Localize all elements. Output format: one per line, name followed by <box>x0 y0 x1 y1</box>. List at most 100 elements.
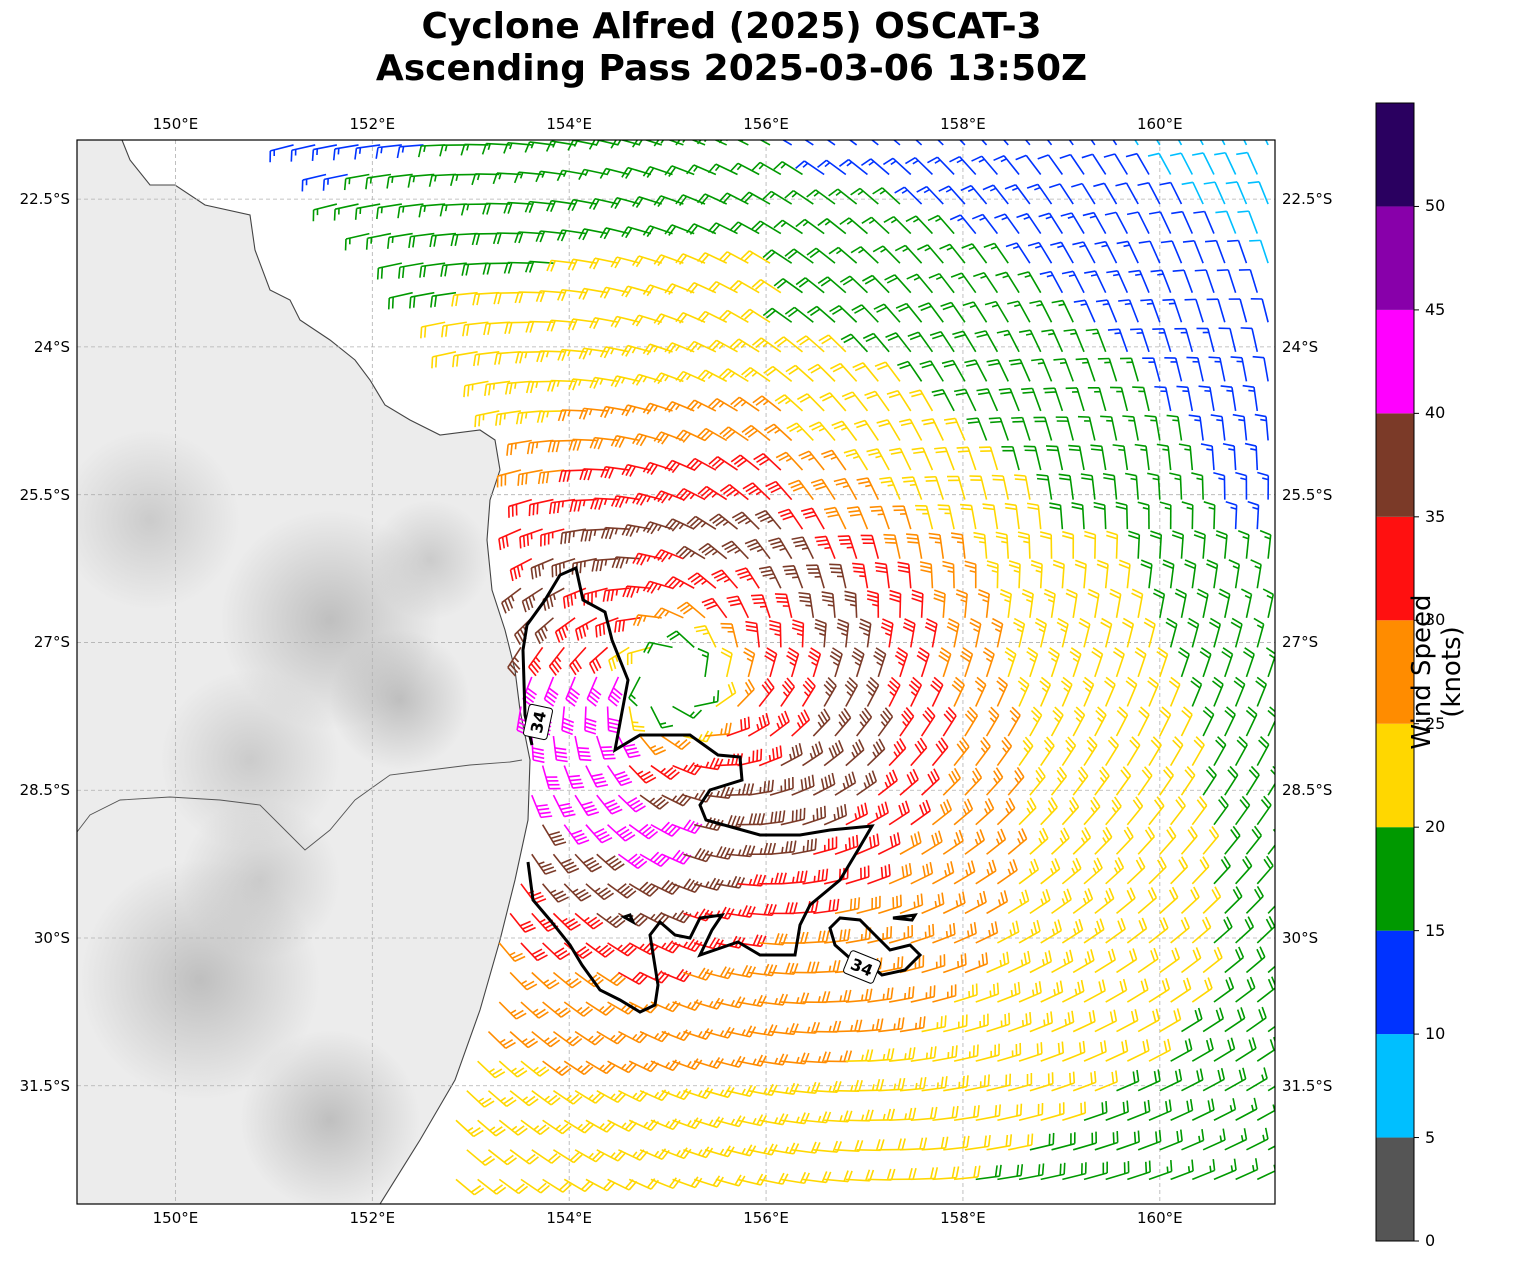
wind-barb <box>718 251 749 264</box>
wind-barb <box>1267 904 1275 914</box>
wind-barb <box>908 676 923 707</box>
wind-barb <box>769 1082 800 1095</box>
wind-barb <box>1083 1101 1108 1122</box>
wind-barb <box>921 1076 948 1092</box>
wind-barb <box>585 824 613 844</box>
wind-barb <box>971 213 999 235</box>
wind-barb <box>998 387 1020 412</box>
wind-barb <box>795 218 825 235</box>
wind-barb <box>1235 916 1255 944</box>
wind-barb <box>607 883 637 899</box>
wind-barb <box>591 557 619 572</box>
wind-barb <box>964 952 989 974</box>
wind-barb <box>563 1060 594 1076</box>
colorbar-segment <box>1376 309 1414 414</box>
wind-barb <box>1072 1131 1098 1151</box>
wind-barb <box>1051 888 1072 915</box>
wind-barb <box>1149 211 1172 234</box>
wind-barb <box>675 487 706 502</box>
wind-barb <box>1083 1161 1108 1181</box>
wind-barb <box>1072 766 1089 796</box>
wind-barb <box>1051 1071 1076 1092</box>
wind-barb <box>1247 180 1269 205</box>
wind-barb <box>1084 530 1097 559</box>
wind-barb <box>664 518 695 532</box>
wind-barb <box>791 1141 821 1154</box>
wind-barb <box>452 351 478 368</box>
wind-barb <box>542 1001 571 1018</box>
wind-barb <box>929 330 955 353</box>
wind-barb <box>631 196 662 209</box>
wind-barb <box>954 1165 981 1181</box>
wind-barb <box>675 253 706 265</box>
wind-barb <box>759 1113 789 1126</box>
wind-barb <box>1021 387 1042 412</box>
wind-barb <box>1041 329 1064 353</box>
wind-barb <box>1191 916 1212 944</box>
wind-barb <box>1029 950 1053 974</box>
wind-barb <box>509 912 536 933</box>
wind-barb <box>531 794 553 819</box>
wind-barb <box>1170 977 1192 1003</box>
wind-barb <box>1137 1129 1162 1151</box>
wind-barb <box>1213 1037 1236 1062</box>
wind-barb <box>770 902 798 915</box>
wind-barb <box>1199 647 1212 678</box>
wind-barb <box>950 272 977 294</box>
lat-tick-label-right: 27°S <box>1282 633 1319 652</box>
wind-barb <box>726 595 750 619</box>
wind-barb <box>1105 1039 1129 1062</box>
wind-barb <box>1230 356 1248 382</box>
wind-barb <box>1137 182 1161 205</box>
wind-barb <box>888 738 907 767</box>
wind-barb <box>751 220 782 235</box>
wind-barb <box>986 828 1007 855</box>
wind-barb <box>916 647 930 678</box>
wind-barb <box>632 314 662 327</box>
wind-barb <box>996 736 1013 767</box>
wind-barb <box>1118 299 1139 323</box>
wind-barb <box>1062 1040 1086 1062</box>
wind-barb <box>1214 151 1237 175</box>
wind-barb <box>995 531 1010 559</box>
wind-barb <box>964 1134 991 1151</box>
wind-barb <box>720 647 733 678</box>
wind-barb <box>498 1119 528 1136</box>
wind-barb <box>740 250 771 264</box>
wind-barb <box>726 844 756 858</box>
wind-barb <box>672 1058 703 1071</box>
wind-barb <box>1162 559 1175 589</box>
wind-barb <box>621 524 652 537</box>
wind-barb <box>419 262 446 278</box>
wind-barb <box>653 549 684 563</box>
wind-barb <box>964 1074 990 1092</box>
wind-barb <box>694 625 717 648</box>
wind-barb <box>784 140 814 146</box>
wind-barb <box>1081 153 1107 175</box>
wind-barb <box>672 878 703 893</box>
wind-barb <box>899 1076 927 1092</box>
wind-barb <box>991 474 1010 500</box>
wind-barb <box>531 1030 561 1048</box>
wind-barb <box>1029 706 1043 737</box>
wind-barb <box>1029 827 1049 855</box>
wind-barb <box>791 536 815 560</box>
wind-barb <box>880 618 894 648</box>
wind-barb <box>1235 976 1256 1003</box>
wind-barb <box>867 1168 896 1181</box>
wind-barb <box>942 560 955 589</box>
wind-barb <box>1159 947 1181 974</box>
wind-barb <box>1177 647 1190 678</box>
wind-barb <box>1159 706 1172 737</box>
wind-barb <box>365 232 392 250</box>
wind-barb <box>949 214 977 235</box>
wind-barb <box>1065 588 1078 618</box>
wind-barb <box>1040 797 1058 826</box>
wind-barb <box>675 545 706 560</box>
wind-barb <box>1127 1099 1151 1122</box>
wind-barb <box>1191 977 1213 1003</box>
wind-barb <box>1200 443 1215 471</box>
wind-barb <box>595 735 616 760</box>
wind-barb <box>828 246 858 264</box>
wind-barb <box>642 580 673 594</box>
